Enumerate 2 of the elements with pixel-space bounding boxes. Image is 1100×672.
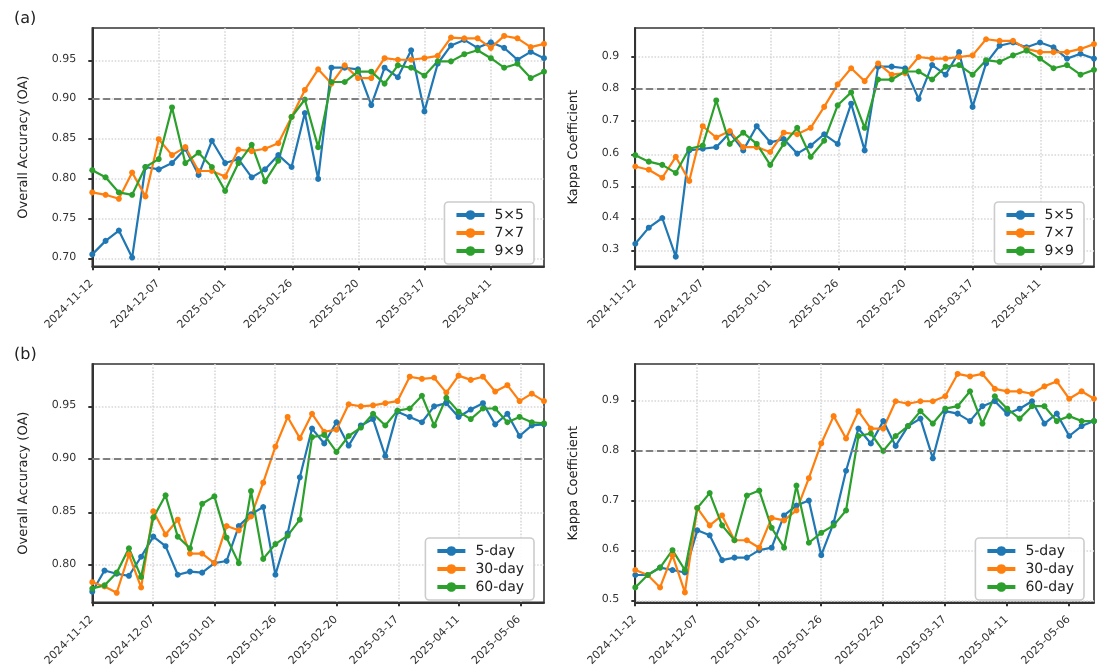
chart-title: (a) [14,9,37,27]
chart-title: (b) [14,345,37,363]
